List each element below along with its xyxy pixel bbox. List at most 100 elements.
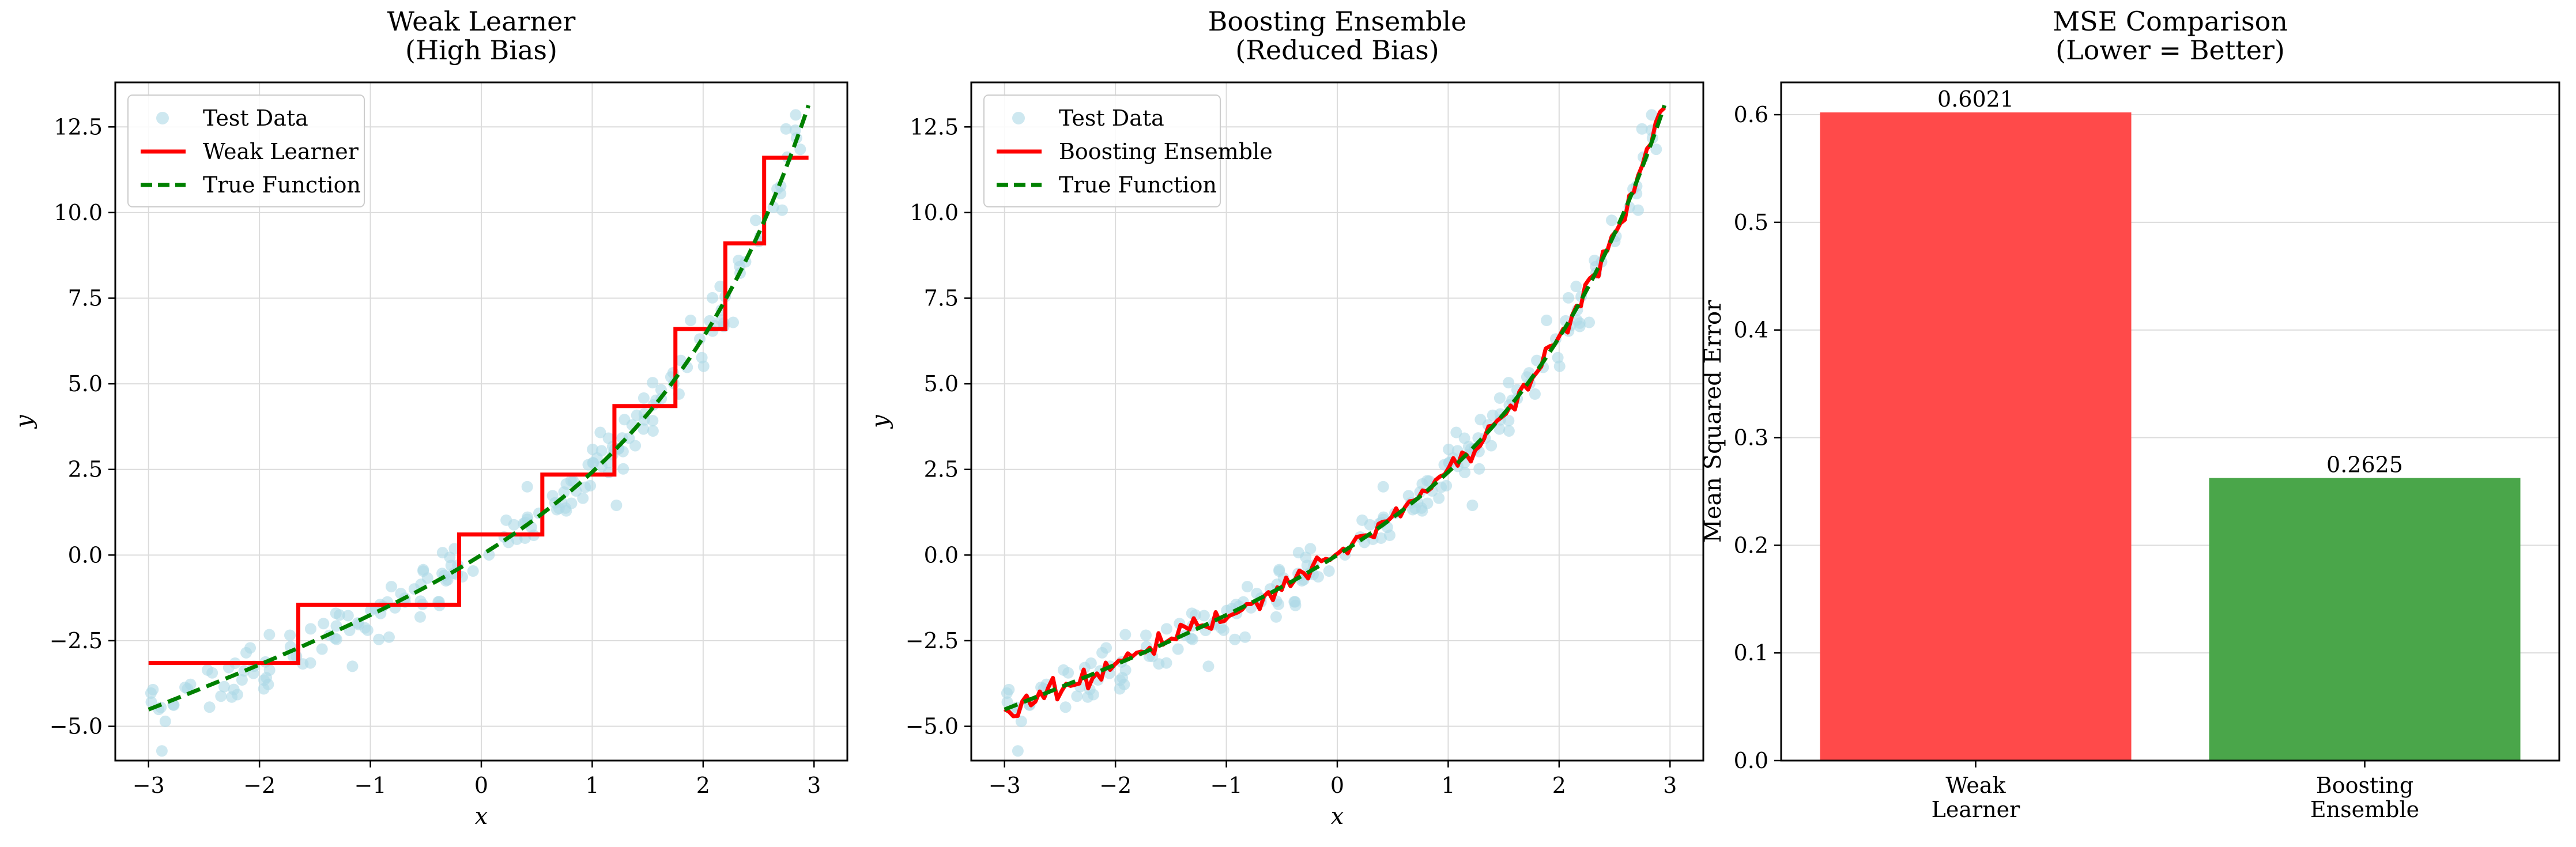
test-data-point (329, 632, 341, 644)
test-data-point (685, 315, 697, 327)
test-data-point (1012, 745, 1024, 757)
true-function-line (148, 104, 810, 712)
category-label: Ensemble (2310, 797, 2419, 822)
x-tick-label: 2 (1552, 773, 1566, 798)
test-data-point (1186, 607, 1198, 619)
legend-marker-test-data (1012, 112, 1025, 124)
x-tick-label: −1 (354, 773, 387, 798)
x-tick-label: 3 (1663, 773, 1677, 798)
test-data-point (226, 691, 238, 703)
test-data-point (179, 681, 191, 693)
test-data-point (594, 426, 606, 438)
legend-label: Test Data (1059, 105, 1164, 131)
test-data-point (263, 629, 276, 641)
test-data-point (215, 690, 227, 702)
y-tick-label: 0.3 (1734, 425, 1768, 451)
weak-learner-panel: −3 −2 −1 0 1 2 3 −5.0 −2.5 0.0 2.5 5.0 7.5 10.0 12.5 x y… (11, 6, 848, 830)
y-tick-label: 0.1 (1734, 640, 1768, 666)
test-data-point (618, 414, 631, 426)
test-data-point (1071, 690, 1083, 702)
test-data-point (560, 502, 572, 514)
test-data-point (421, 572, 433, 584)
chart-title-line: MSE Comparison (2053, 6, 2288, 37)
test-data-point (1443, 443, 1455, 455)
y-tick-label: 5.0 (68, 371, 103, 396)
test-data-point (1407, 504, 1419, 516)
test-data-point (1440, 479, 1453, 491)
test-data-point (1589, 254, 1601, 266)
test-data-point (647, 425, 659, 437)
test-data-point (1160, 623, 1172, 635)
legend-box (983, 94, 1221, 207)
test-data-point (1462, 441, 1474, 453)
test-data-point (1059, 701, 1072, 713)
x-axis-label: x (1331, 803, 1344, 830)
category-label: Learner (1932, 797, 2021, 822)
test-data-point (1289, 596, 1301, 608)
test-data-point (780, 123, 792, 135)
test-data-point (647, 377, 659, 389)
test-data-point (789, 124, 801, 137)
test-data-point (202, 664, 214, 676)
test-data-point (647, 415, 659, 427)
test-data-point (794, 143, 806, 156)
test-data-point (1140, 629, 1152, 641)
y-axis-label: y (11, 414, 37, 429)
test-data-point (156, 745, 168, 757)
boosting-ensemble-panel: −3 −2 −1 0 1 2 3 −5.0 −2.5 0.0 2.5 5.0 7.5 10.0 12.5 x y… (867, 6, 1704, 830)
test-data-point (1085, 657, 1097, 669)
test-data-point (1356, 514, 1368, 526)
test-data-point (1433, 492, 1445, 504)
test-data-point (1304, 543, 1317, 555)
y-tick-label: 0.0 (924, 542, 959, 568)
y-tick-label: 5.0 (924, 371, 959, 396)
test-data-point (1493, 392, 1506, 404)
bar-value-label: 0.6021 (1937, 86, 2014, 112)
test-data-point (1503, 377, 1515, 389)
test-data-point (318, 618, 330, 630)
test-data-point (1015, 715, 1027, 727)
test-data-point (1229, 633, 1241, 645)
legend-label: Weak Learner (203, 139, 359, 164)
test-data-point (1185, 632, 1197, 644)
test-data-point (1003, 683, 1015, 695)
true-function-line (1004, 104, 1666, 712)
test-data-point (304, 623, 316, 635)
chart-title-line: (Lower = Better) (2055, 35, 2285, 66)
test-data-point (258, 674, 270, 686)
axes-frame (1780, 81, 2560, 762)
x-tick-label: −3 (989, 773, 1021, 798)
y-tick-label: 10.0 (54, 200, 103, 225)
test-data-point (1416, 502, 1428, 514)
test-data-point (697, 360, 710, 372)
test-data-point (361, 624, 374, 636)
y-tick-label: 2.5 (68, 457, 103, 482)
test-data-point (521, 481, 533, 493)
test-data-point (790, 109, 802, 121)
y-tick-label: 0.5 (1734, 210, 1768, 235)
test-data-point (1473, 463, 1485, 475)
x-tick-label: 1 (585, 773, 599, 798)
chart-title-line: (Reduced Bias) (1235, 35, 1439, 66)
test-data-point (1239, 631, 1251, 643)
test-data-point (1552, 351, 1564, 364)
y-tick-label: 0.0 (68, 542, 103, 568)
test-data-point (733, 254, 745, 266)
y-tick-label: 0.0 (1734, 748, 1768, 773)
test-data-point (236, 674, 248, 686)
test-data-point (1198, 610, 1210, 622)
x-tick-label: 1 (1441, 773, 1455, 798)
test-data-point (1570, 281, 1582, 293)
y-tick-label: −5.0 (906, 714, 959, 739)
y-tick-label: 12.5 (910, 114, 959, 139)
test-data-point (750, 214, 762, 226)
test-data-point (638, 423, 650, 435)
test-data-point (1058, 664, 1070, 676)
x-tick-label: −2 (1099, 773, 1132, 798)
chart-title-line: Weak Learner (387, 6, 576, 37)
test-data-point (1562, 292, 1574, 304)
test-data-point (1416, 478, 1428, 490)
test-data-point (1541, 315, 1553, 327)
